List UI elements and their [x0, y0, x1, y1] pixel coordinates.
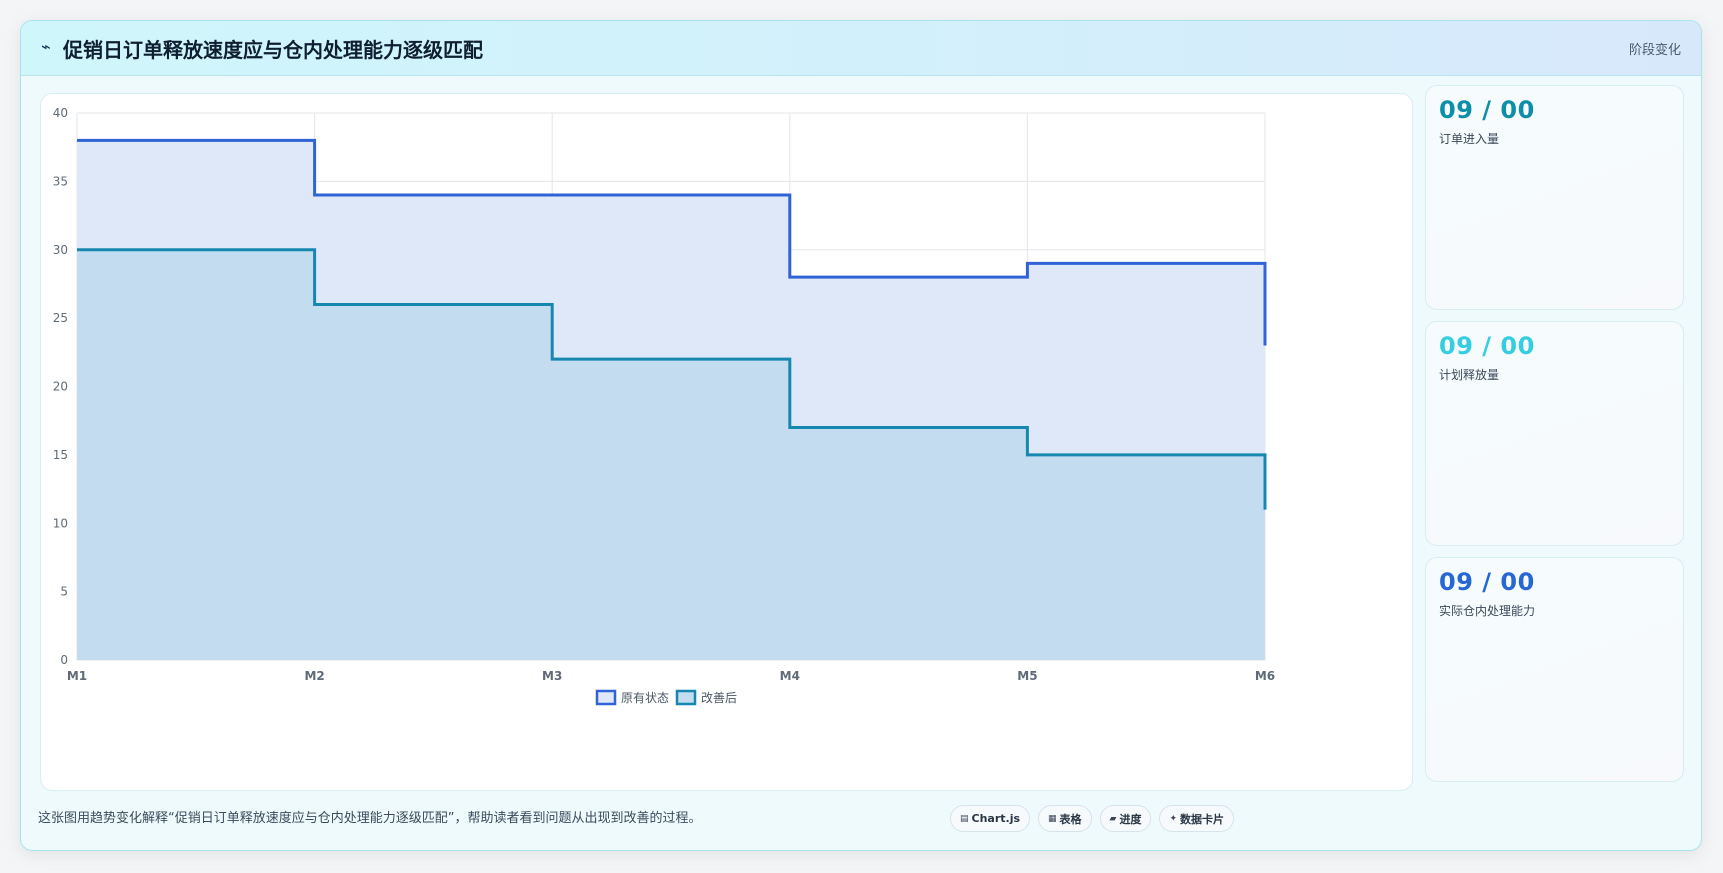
step-line-chart: 0 5 10 15 20 25 30 35 40 M1 M2 M3 M4 M5 M6 原有状态 改善后 [53, 106, 1275, 706]
legend-swatch [675, 689, 697, 706]
chip-group: ▤ Chart.js ▦ 表格 ▰ 进度 ✦ 数据卡片 [950, 805, 1235, 832]
trend-icon: ⌁ [41, 37, 51, 56]
chart-card: ⌁ 促销日订单释放速度应与仓内处理能力逐级匹配 阶段变化 0 5 10 15 20 25 3… [20, 20, 1702, 851]
series-line-1 [77, 138, 1267, 346]
chart-legend: 原有状态 改善后 [595, 689, 737, 706]
chip-progress[interactable]: ▰ 进度 [1099, 805, 1152, 832]
page-title: 促销日订单释放速度应与仓内处理能力逐级匹配 [63, 38, 483, 62]
chip-label: 进度 [1119, 812, 1142, 826]
chip-label: 表格 [1059, 812, 1082, 826]
legend-item-1[interactable]: 原有状态 [595, 689, 669, 706]
x-tick-label: M3 [542, 669, 562, 683]
table-icon: ▦ [1048, 813, 1057, 824]
stage-change-label: 阶段变化 [1628, 43, 1681, 58]
chip-table[interactable]: ▦ 表格 [1038, 805, 1092, 832]
series-lines [77, 138, 1267, 510]
series-areas [77, 140, 1265, 661]
stat-label: 实际仓内处理能力 [1439, 604, 1536, 618]
sparkle-icon: ✦ [1169, 813, 1178, 824]
y-tick-label: 20 [53, 380, 68, 394]
series-line-2 [77, 248, 1267, 510]
y-tick-label: 10 [53, 516, 68, 530]
y-tick-label: 40 [53, 106, 68, 120]
chip-chartjs[interactable]: ▤ Chart.js [950, 805, 1031, 832]
legend-swatch [595, 689, 617, 706]
stat-card-actual-capacity: 09 / 00 实际仓内处理能力 [1425, 557, 1684, 782]
chart-panel: 0 5 10 15 20 25 30 35 40 M1 M2 M3 M4 M5 M6 原有状态 改善后 [40, 93, 1413, 791]
stat-card-order-intake: 09 / 00 订单进入量 [1425, 85, 1684, 310]
stat-value: 09 / 00 [1439, 568, 1535, 596]
legend-label: 原有状态 [621, 691, 669, 705]
y-tick-label: 35 [53, 174, 68, 188]
stat-card-planned-release: 09 / 00 计划释放量 [1425, 321, 1684, 546]
stat-value: 09 / 00 [1439, 96, 1535, 124]
stat-label: 计划释放量 [1439, 368, 1500, 382]
series-area-2 [77, 249, 1265, 660]
chart-icon: ▤ [960, 813, 969, 824]
y-tick-label: 25 [53, 311, 68, 325]
x-tick-label: M5 [1017, 669, 1037, 683]
y-tick-label: 15 [53, 448, 68, 462]
x-tick-label: M6 [1255, 669, 1275, 683]
x-tick-label: M2 [304, 669, 324, 683]
stat-label: 订单进入量 [1439, 132, 1500, 146]
x-tick-label: M1 [67, 669, 87, 683]
chip-label: Chart.js [971, 812, 1021, 825]
card-header: ⌁ 促销日订单释放速度应与仓内处理能力逐级匹配 阶段变化 [21, 21, 1701, 76]
legend-label: 改善后 [701, 690, 737, 705]
chart-caption: 这张图用趋势变化解释“促销日订单释放速度应与仓内处理能力逐级匹配”，帮助读者看到… [38, 811, 702, 826]
chip-data-cards[interactable]: ✦ 数据卡片 [1159, 805, 1235, 832]
x-tick-label: M4 [780, 669, 800, 683]
y-tick-label: 0 [60, 653, 68, 667]
legend-item-2[interactable]: 改善后 [675, 689, 737, 706]
chip-label: 数据卡片 [1180, 812, 1225, 826]
stat-value: 09 / 00 [1439, 332, 1535, 360]
y-tick-label: 5 [60, 585, 68, 599]
progress-icon: ▰ [1109, 813, 1117, 824]
y-tick-label: 30 [53, 243, 68, 257]
